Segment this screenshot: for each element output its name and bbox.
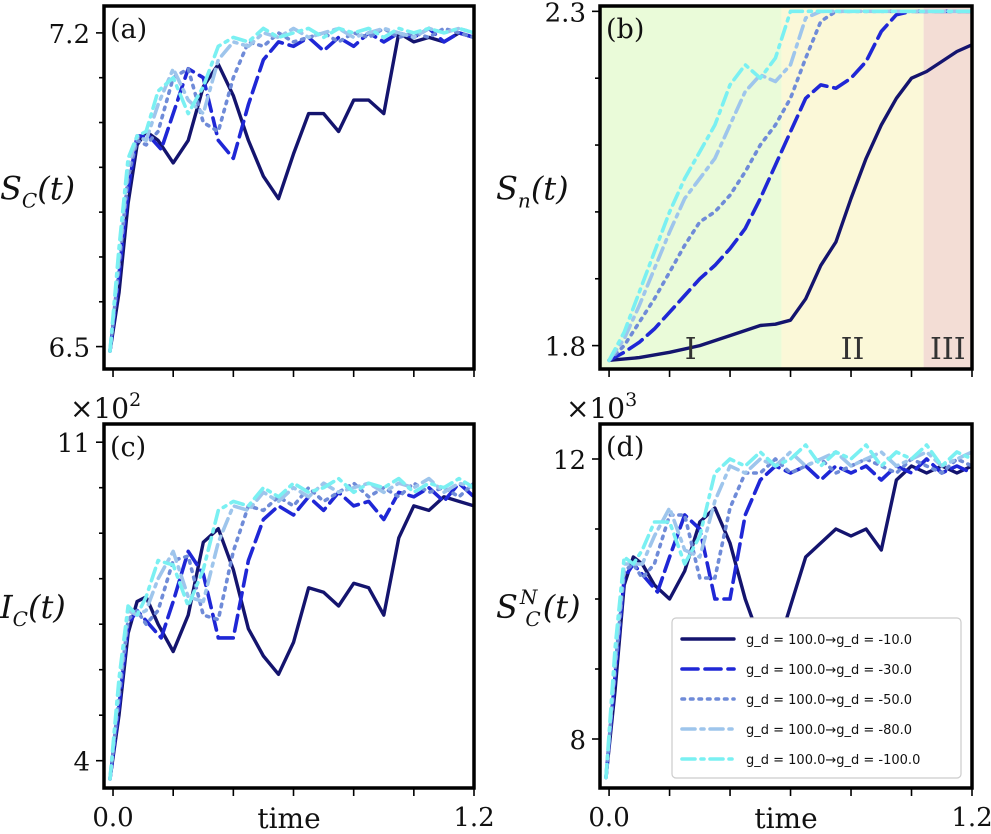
region-iii-band (923, 6, 972, 369)
series-line-5 (108, 476, 474, 781)
y-tick-label: 6.5 (49, 334, 90, 364)
series-line-2 (108, 481, 474, 781)
panel-d-frame (598, 422, 974, 790)
region-iii-label: III (930, 332, 966, 367)
y-tick-label: 12 (553, 446, 586, 476)
series-line-1 (607, 43, 972, 362)
panel-c: 11 4 (c) IC(t) ×102 0.0 1.2 time (0, 389, 495, 834)
series-group (108, 26, 474, 353)
series-line-2 (607, 9, 972, 363)
legend-entry-label: g_d = 100.0→g_d = -30.0 (746, 663, 912, 678)
legend-entry-label: g_d = 100.0→g_d = -50.0 (746, 693, 912, 708)
series-group (108, 476, 474, 781)
x-axis-label: time (754, 802, 817, 834)
panel-label: (a) (110, 14, 147, 45)
y-tick-label: 4 (73, 748, 90, 778)
region-ii-band (781, 6, 924, 369)
panel-label: (d) (606, 432, 644, 463)
panel-label: (c) (110, 432, 146, 463)
panel-c-frame (102, 422, 476, 790)
region-i-band (600, 6, 782, 369)
panel-b-frame (598, 4, 974, 371)
y-tick-label: 2.3 (545, 0, 586, 28)
x-axis-label: time (257, 802, 320, 834)
series-line-5 (604, 443, 972, 780)
series-line-1 (108, 495, 474, 781)
legend-entry-label: g_d = 100.0→g_d = -80.0 (746, 723, 912, 738)
series-line-5 (108, 26, 474, 353)
panel-label: (b) (606, 14, 644, 45)
series-line-5 (607, 9, 972, 363)
x-tick-label: 1.2 (951, 803, 991, 833)
legend-entry-label: g_d = 100.0→g_d = -10.0 (746, 633, 912, 648)
y-axis-label: S N C(t) (496, 585, 581, 631)
x-tick-label: 1.2 (453, 803, 494, 833)
legend: g_d = 100.0→g_d = -10.0 g_d = 100.0→g_d =… (671, 617, 962, 779)
legend-frame (671, 617, 962, 779)
x-tick-label: 0.0 (92, 803, 133, 833)
y-axis-label: Sn(t) (496, 170, 569, 213)
y-tick-label: 8 (569, 726, 586, 756)
y-tick-label: 11 (57, 429, 90, 459)
series-line-4 (108, 26, 474, 353)
series-line-2 (108, 26, 474, 353)
y-tick-label: 7.2 (49, 20, 90, 50)
panel-a-frame (102, 4, 476, 371)
y-axis-label: SC(t) (0, 170, 75, 213)
axis-multiplier: ×102 (70, 389, 141, 425)
region-i-label: I (685, 332, 697, 367)
panel-a: 7.2 6.5 (a) SC(t) (0, 4, 476, 377)
series-line-3 (108, 26, 474, 353)
y-axis-label: IC(t) (0, 588, 66, 631)
y-tick-label: 1.8 (545, 333, 586, 363)
x-tick-label: 0.0 (588, 803, 629, 833)
region-ii-label: II (841, 332, 865, 367)
axis-multiplier: ×103 (566, 389, 637, 425)
series-line-3 (604, 457, 972, 780)
series-line-1 (108, 31, 474, 353)
legend-entry-label: g_d = 100.0→g_d = -100.0 (746, 753, 920, 768)
series-group (607, 9, 972, 363)
